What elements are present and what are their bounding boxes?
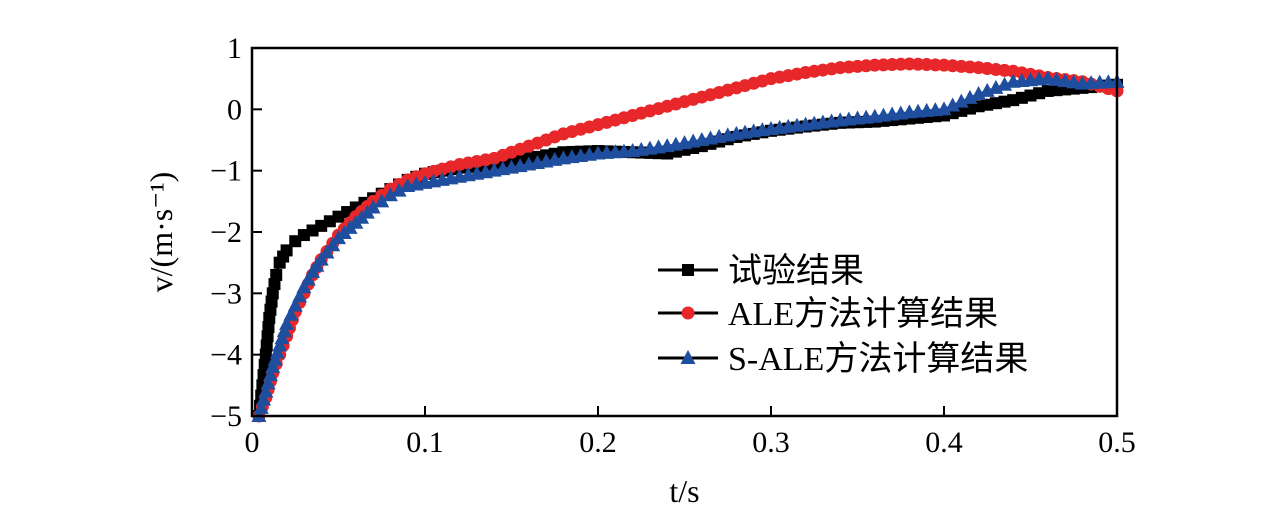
data-point [258, 383, 274, 398]
legend-label: ALE方法计算结果 [728, 295, 998, 333]
axis-ticks: 0 0.1 0.2 0.3 0.4 0.5 −5 −4 −3 −2 −1 0 1 [210, 32, 1136, 459]
data-point [280, 244, 293, 257]
legend-marker [682, 264, 694, 276]
data-point [279, 316, 295, 330]
legend-marker [681, 306, 695, 320]
data-point [260, 375, 276, 390]
y-axis-label: v/(m·s⁻¹) [143, 172, 179, 293]
legend: 试验结果 ALE方法计算结果 S-ALE方法计算结果 [658, 252, 1028, 378]
data-point [276, 323, 292, 338]
data-point [365, 199, 381, 214]
data-point [262, 321, 275, 334]
data-point [270, 268, 283, 281]
data-point [269, 344, 285, 359]
x-tick-label: 0.1 [406, 426, 444, 459]
data-point [253, 399, 269, 414]
data-point [258, 358, 271, 371]
x-tick-label: 0.2 [579, 426, 617, 459]
legend-marker [680, 350, 696, 364]
data-point [391, 182, 407, 197]
data-point [259, 348, 272, 361]
data-point [260, 339, 273, 352]
y-tick-label: −3 [210, 277, 242, 310]
legend-entry-2: ALE方法计算结果 [658, 295, 998, 333]
chart-marks [251, 57, 1125, 423]
data-point [266, 287, 279, 300]
y-tick-label: 1 [227, 32, 242, 65]
data-point [300, 271, 316, 286]
y-tick-label: −2 [210, 216, 242, 249]
data-point [265, 358, 281, 373]
data-point [325, 237, 341, 252]
data-point [287, 297, 303, 312]
y-tick-label: 0 [227, 93, 242, 126]
x-tick-label: 0.5 [1098, 426, 1136, 459]
data-point [292, 288, 308, 303]
legend-entry-3: S-ALE方法计算结果 [658, 340, 1028, 378]
x-tick-label: 0 [245, 426, 260, 459]
legend-entry-1: 试验结果 [658, 252, 864, 290]
x-axis-label: t/s [669, 473, 699, 509]
data-point [277, 250, 290, 263]
data-point [319, 244, 335, 259]
legend-label: S-ALE方法计算结果 [728, 340, 1028, 378]
data-point [374, 193, 390, 208]
series-3 [251, 70, 1125, 422]
data-point [962, 89, 978, 104]
data-point [262, 367, 278, 382]
x-tick-label: 0.3 [752, 426, 790, 459]
data-point [261, 330, 274, 343]
data-point [268, 278, 281, 291]
data-point [267, 351, 283, 366]
y-tick-label: −4 [210, 339, 242, 372]
data-point [953, 93, 969, 108]
data-point [272, 337, 288, 352]
y-tick-label: −5 [210, 400, 242, 433]
y-tick-label: −1 [210, 155, 242, 188]
data-point [283, 306, 299, 321]
x-tick-label: 0.4 [925, 426, 963, 459]
data-point [274, 330, 290, 345]
data-point [945, 97, 961, 112]
plot-frame [250, 46, 1119, 418]
data-point [313, 251, 329, 266]
data-point [936, 101, 952, 116]
data-point [256, 391, 272, 406]
data-point [296, 279, 312, 294]
data-point [382, 187, 398, 202]
legend-label: 试验结果 [728, 252, 864, 290]
